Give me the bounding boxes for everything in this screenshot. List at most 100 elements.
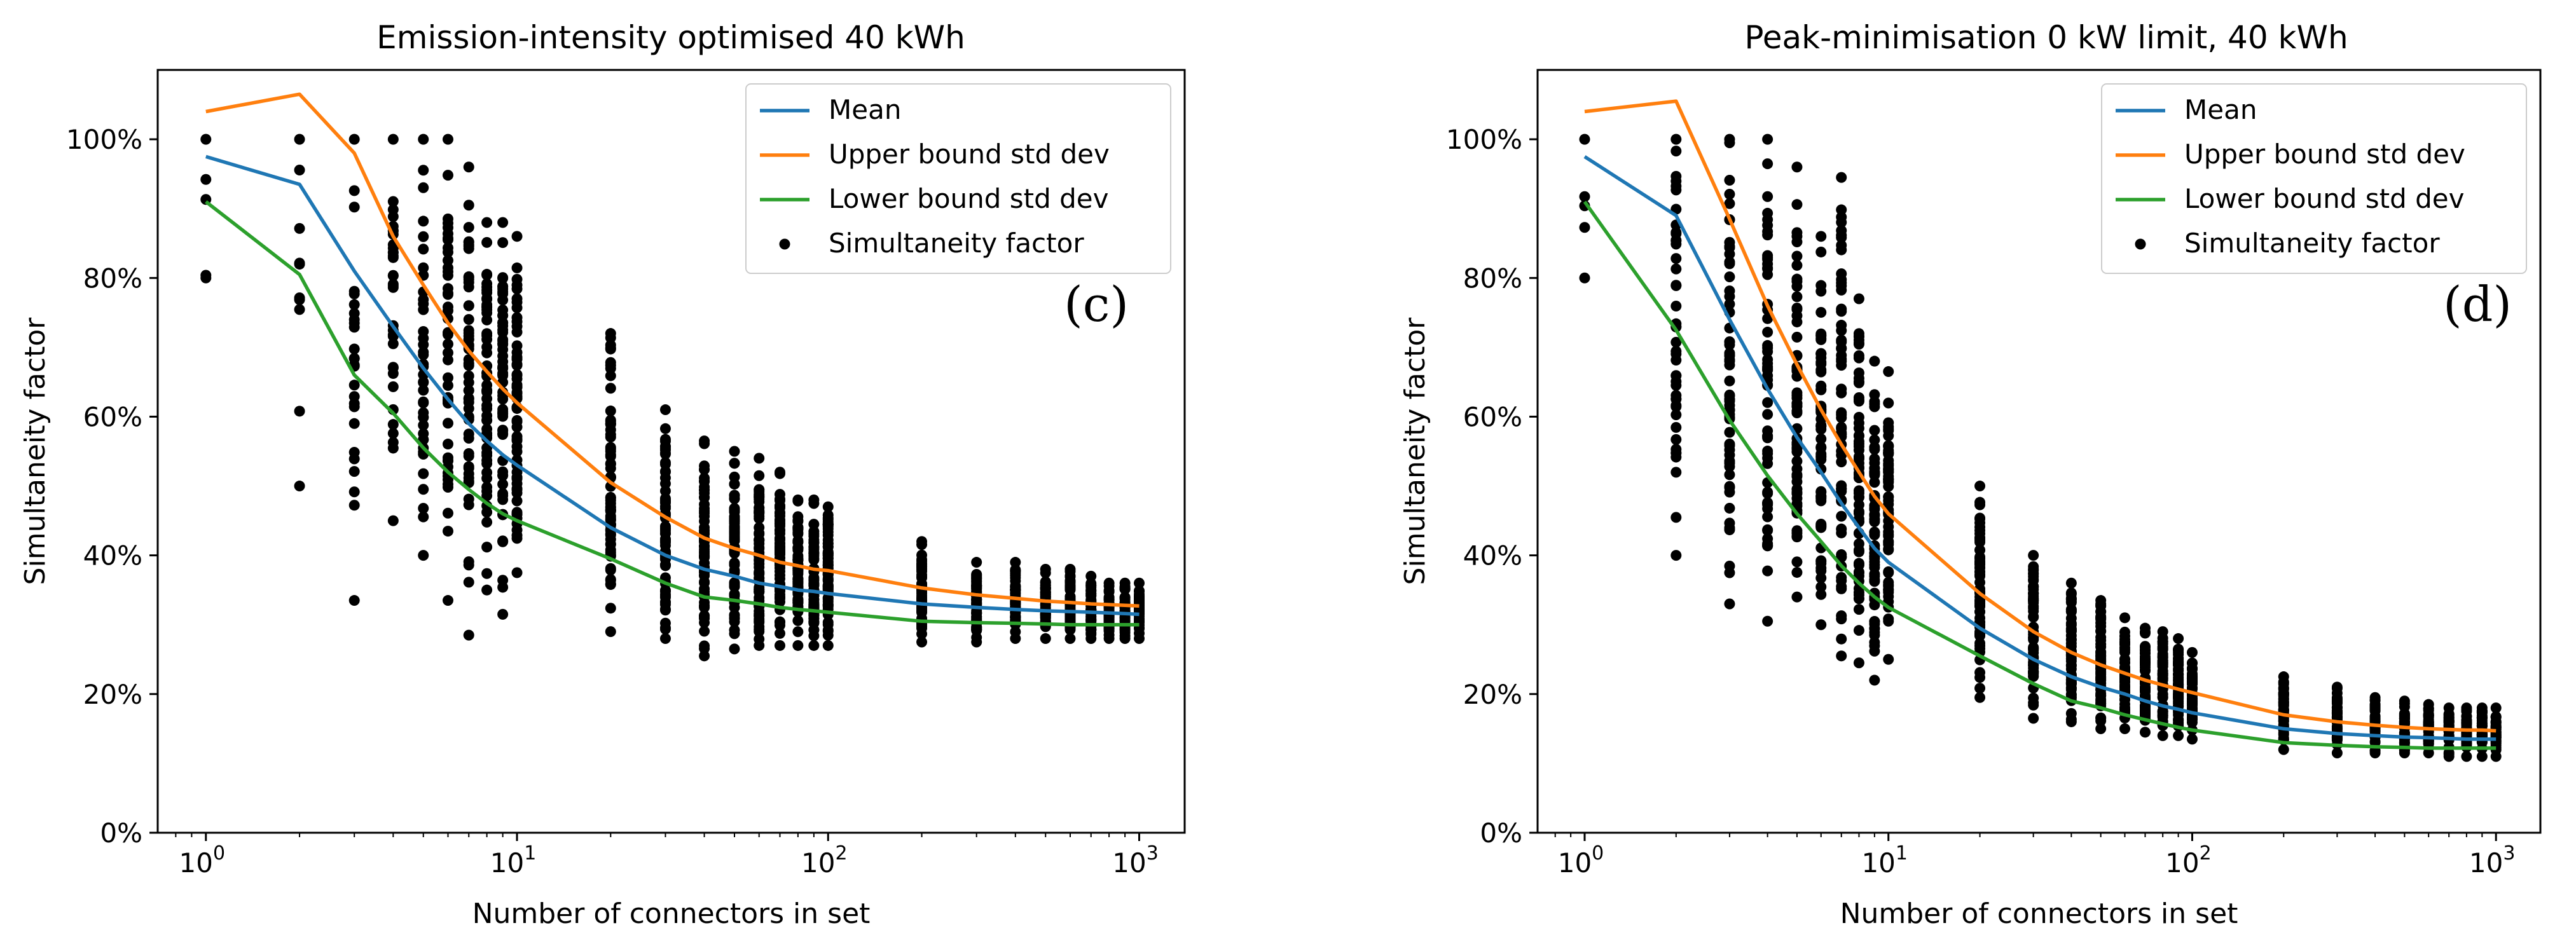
- scatter-point: [1836, 360, 1847, 371]
- scatter-point: [497, 217, 509, 228]
- scatter-point: [442, 228, 453, 240]
- scatter-point: [659, 617, 671, 629]
- scatter-point: [605, 429, 616, 441]
- scatter-point: [2028, 668, 2039, 680]
- scatter-point: [1974, 499, 1986, 510]
- scatter-point: [1134, 592, 1145, 603]
- scatter-point: [511, 284, 523, 295]
- scatter-point: [1791, 316, 1803, 327]
- scatter-point: [1869, 453, 1880, 465]
- scatter-point: [442, 595, 453, 606]
- y-tick-label: 60%: [83, 401, 142, 432]
- scatter-point: [792, 554, 804, 566]
- scatter-point: [1883, 441, 1894, 452]
- scatter-point: [1791, 556, 1803, 568]
- scatter-point: [1853, 376, 1864, 388]
- scatter-point: [1853, 444, 1864, 456]
- scatter-point: [1579, 222, 1590, 233]
- scatter-point: [699, 484, 710, 496]
- scatter-point: [418, 397, 429, 409]
- scatter-point: [1762, 342, 1774, 353]
- scatter-point: [774, 627, 785, 639]
- scatter-point: [442, 287, 453, 299]
- scatter-point: [822, 559, 834, 571]
- scatter-point: [1815, 246, 1827, 257]
- scatter-point: [1883, 615, 1894, 627]
- scatter-point: [792, 521, 804, 533]
- scatter-point: [294, 304, 305, 315]
- scatter-point: [387, 282, 399, 293]
- scatter-point: [754, 470, 765, 481]
- scatter-point: [294, 406, 305, 417]
- scatter-point: [348, 202, 360, 213]
- scatter-point: [1836, 303, 1847, 315]
- scatter-point: [463, 313, 474, 325]
- scatter-point: [1869, 466, 1880, 477]
- scatter-point: [659, 603, 671, 615]
- scatter-point: [659, 559, 671, 570]
- series-line-lower-bound-std-dev: [205, 200, 1140, 627]
- scatter-point: [792, 626, 804, 638]
- scatter-point: [1883, 495, 1894, 506]
- scatter-point: [511, 262, 523, 273]
- scatter-point: [729, 479, 740, 490]
- scatter-point: [511, 231, 523, 242]
- scatter-point: [1791, 161, 1803, 173]
- scatter-point: [1815, 563, 1827, 574]
- scatter-point: [463, 499, 474, 510]
- scatter-point: [1791, 476, 1803, 488]
- scatter-point: [2331, 698, 2343, 709]
- scatter-series: [1579, 133, 2502, 762]
- x-tick-label: 101: [490, 842, 537, 879]
- scatter-point: [442, 479, 453, 490]
- scatter-point: [1762, 409, 1774, 420]
- x-axis-label: Number of connectors in set: [1840, 898, 2238, 930]
- scatter-point: [729, 514, 740, 526]
- scatter-point: [348, 343, 360, 355]
- scatter-point: [774, 639, 785, 651]
- legend-box: [745, 83, 1171, 274]
- scatter-point: [822, 617, 834, 628]
- scatter-point: [808, 580, 820, 591]
- scatter-point: [294, 259, 305, 270]
- scatter-point: [2028, 603, 2039, 614]
- scatter-point: [1670, 421, 1682, 433]
- scatter-point: [916, 606, 928, 617]
- scatter-point: [1836, 650, 1847, 662]
- legend: Mean Upper bound std dev Lower bound std d…: [2101, 83, 2527, 274]
- scatter-point: [2065, 618, 2077, 629]
- scatter-point: [605, 563, 616, 574]
- scatter-point: [659, 465, 671, 477]
- scatter-point: [659, 441, 671, 453]
- scatter-point: [1103, 580, 1115, 592]
- scatter-point: [418, 376, 429, 388]
- scatter-point: [1815, 330, 1827, 341]
- scatter-point: [1762, 363, 1774, 374]
- scatter-point: [822, 512, 834, 524]
- scatter-point: [1724, 502, 1735, 514]
- scatter-point: [1836, 456, 1847, 468]
- scatter-point: [442, 133, 453, 145]
- scatter-point: [1815, 619, 1827, 631]
- scatter-point: [1670, 355, 1682, 366]
- x-tick-label: 101: [1861, 842, 1908, 879]
- scatter-point: [2157, 636, 2168, 648]
- scatter-point: [1010, 564, 1021, 575]
- scatter-point: [2119, 634, 2130, 645]
- scatter-point: [1974, 570, 1986, 582]
- scatter-point: [497, 488, 509, 499]
- panel-label: (d): [2443, 276, 2512, 332]
- scatter-point: [2490, 711, 2502, 723]
- scatter-point: [699, 650, 710, 662]
- scatter-point: [1791, 528, 1803, 539]
- y-tick-label: 20%: [1463, 679, 1522, 710]
- scatter-point: [463, 559, 474, 571]
- scatter-point: [1974, 600, 1986, 612]
- scatter-point: [2028, 632, 2039, 643]
- scatter-point: [463, 385, 474, 396]
- scatter-point: [792, 495, 804, 507]
- chart-title: Peak-minimisation 0 kW limit, 40 kWh: [1744, 19, 2348, 56]
- scatter-point: [442, 452, 453, 463]
- scatter-point: [729, 609, 740, 620]
- scatter-point: [1853, 394, 1864, 406]
